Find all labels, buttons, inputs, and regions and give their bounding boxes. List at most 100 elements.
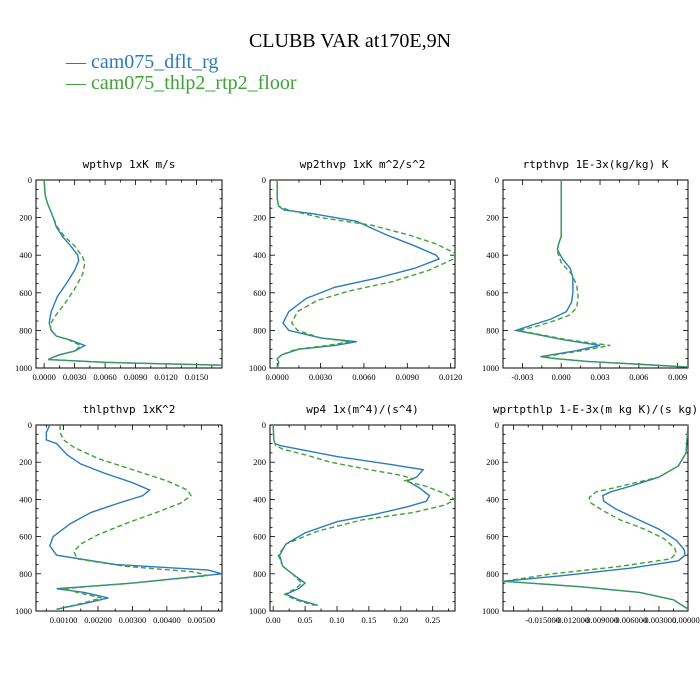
- series-line-2: [518, 180, 688, 368]
- y-tick-label: 0: [262, 175, 266, 185]
- y-tick-label: 600: [486, 288, 499, 298]
- y-tick-label: 600: [253, 288, 266, 298]
- x-tick-label: 0.0060: [93, 372, 116, 382]
- y-tick-label: 200: [253, 213, 266, 223]
- x-tick-label: 0.00200: [84, 615, 112, 625]
- series-line-1: [503, 425, 688, 610]
- series-line-2: [272, 425, 455, 607]
- x-tick-label: 0.003: [590, 372, 609, 382]
- x-tick-label: 0.0060: [352, 372, 375, 382]
- y-tick-label: 1000: [482, 363, 499, 373]
- y-tick-label: 400: [486, 494, 499, 504]
- x-tick-label: 0.0030: [63, 372, 86, 382]
- x-tick-label: 0.009: [668, 372, 687, 382]
- x-tick-label: -0.009000: [583, 615, 618, 625]
- y-tick-label: 0: [495, 420, 499, 430]
- x-tick-label: -0.003000: [642, 615, 677, 625]
- series-line-1: [272, 425, 431, 607]
- y-tick-label: 1000: [249, 606, 266, 616]
- y-tick-label: 800: [19, 325, 32, 335]
- y-tick-label: 400: [253, 494, 266, 504]
- series-line-2: [276, 180, 455, 368]
- panel-title: wp4 1x(m^4)/(s^4): [306, 403, 419, 416]
- y-tick-label: 600: [19, 288, 32, 298]
- x-tick-label: 0.00: [266, 615, 281, 625]
- x-tick-label: 0.000: [552, 372, 571, 382]
- chart-panel-3: rtpthvp 1E-3x(kg/kg) K 0 200 400 600 800 1000 -…: [482, 158, 689, 382]
- y-tick-label: 800: [253, 569, 266, 579]
- y-tick-label: 1000: [482, 606, 499, 616]
- y-tick-label: 400: [253, 250, 266, 260]
- x-tick-label: 0.00400: [153, 615, 181, 625]
- x-tick-label: 0.0090: [396, 372, 419, 382]
- x-tick-label: 0.00500: [188, 615, 216, 625]
- y-tick-label: 800: [486, 569, 499, 579]
- series-line-1: [43, 180, 222, 366]
- x-tick-label: 0.0090: [124, 372, 147, 382]
- x-tick-label: 0.20: [393, 615, 408, 625]
- series-line-2: [43, 180, 222, 366]
- series-line-2: [56, 425, 209, 610]
- legend-dash: —: [66, 72, 91, 94]
- series-line-2: [503, 425, 688, 610]
- series-line-1: [45, 425, 222, 610]
- legend-label-2: cam075_thlp2_rtp2_floor: [91, 72, 297, 94]
- x-tick-label: 0.000000: [672, 615, 700, 625]
- y-tick-label: 200: [19, 213, 32, 223]
- chart-panel-2: wp2thvp 1xK m^2/s^2020040060080010000.00…: [249, 158, 462, 382]
- y-tick-label: 600: [19, 532, 32, 542]
- x-tick-label: 0.0030: [309, 372, 332, 382]
- y-tick-label: 200: [486, 457, 499, 467]
- chart-panel-4: thlpthvp 1xK^2 0 200 400 600 800 1000 0.00100 0.…: [15, 403, 223, 625]
- x-tick-label: 0.0000: [266, 372, 289, 382]
- x-tick-label: 0.0150: [185, 372, 208, 382]
- panel-title: rtpthvp 1E-3x(kg/kg) K: [523, 158, 669, 171]
- x-tick-label: 0.0120: [154, 372, 177, 382]
- x-tick-label: 0.25: [425, 615, 440, 625]
- x-tick-label: 0.15: [361, 615, 376, 625]
- series-line-1: [513, 180, 688, 368]
- legend-dash: —: [66, 51, 91, 73]
- x-tick-label: 0.00100: [50, 615, 78, 625]
- x-tick-label: -0.006000: [613, 615, 648, 625]
- x-tick-label: 0.006: [629, 372, 648, 382]
- plot-frame: [502, 179, 689, 369]
- y-tick-label: 0: [28, 420, 32, 430]
- figure-title: CLUBB VAR at170E,9N: [248, 30, 452, 52]
- y-tick-label: 0: [495, 175, 499, 185]
- plot-frame: [35, 179, 223, 369]
- x-tick-label: -0.003: [511, 372, 533, 382]
- y-tick-label: 1000: [15, 606, 32, 616]
- legend-entry-1: — cam075_dflt_rg: [66, 52, 297, 73]
- y-tick-label: 800: [253, 325, 266, 335]
- y-tick-label: 400: [486, 250, 499, 260]
- y-tick-label: 400: [19, 494, 32, 504]
- y-tick-label: 400: [19, 250, 32, 260]
- x-tick-label: 0.05: [298, 615, 313, 625]
- y-tick-label: 600: [486, 532, 499, 542]
- y-tick-label: 200: [253, 457, 266, 467]
- y-tick-label: 1000: [249, 363, 266, 373]
- y-tick-label: 1000: [15, 363, 32, 373]
- legend-label-1: cam075_dflt_rg: [91, 51, 219, 73]
- x-tick-label: -0.015000: [525, 615, 560, 625]
- y-tick-label: 0: [28, 175, 32, 185]
- panel-title: wp2thvp 1xK m^2/s^2: [300, 158, 426, 171]
- panel-title: wprtpthlp 1-E-3x(m kg K)/(s kg): [493, 403, 698, 416]
- plot-frame: [269, 179, 456, 369]
- x-tick-label: -0.012000: [554, 615, 589, 625]
- panel-title: thlpthvp 1xK^2: [83, 403, 176, 416]
- chart-panel-6: wprtpthlp 1-E-3x(m kg K)/(s kg) 0 200 400 60…: [482, 403, 700, 625]
- y-tick-label: 200: [486, 213, 499, 223]
- panel-title: wpthvp 1xK m/s: [83, 158, 176, 171]
- x-tick-label: 0.00300: [119, 615, 147, 625]
- y-tick-label: 200: [19, 457, 32, 467]
- y-tick-label: 800: [486, 325, 499, 335]
- y-tick-label: 800: [19, 569, 32, 579]
- y-tick-label: 0: [262, 420, 266, 430]
- x-tick-label: 0.0000: [32, 372, 55, 382]
